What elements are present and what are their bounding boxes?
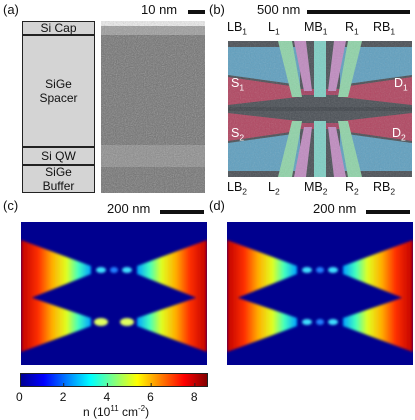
colorbar-tick-label-4: 4: [103, 390, 111, 404]
gate-label-l1: L1: [268, 20, 280, 37]
layer-si-cap: Si Cap: [22, 21, 95, 35]
lead-label-d1: D1: [394, 76, 408, 93]
colorbar: [19, 373, 208, 387]
panel-d-scale-text: 200 nm: [313, 201, 357, 216]
gate-label-mb1: MB1: [304, 20, 328, 37]
gate-label-lb1: LB1: [227, 20, 248, 37]
density-map-c: [21, 222, 207, 365]
panel-b-label: (b): [209, 2, 225, 17]
layer-sige-spacer: SiGe Spacer: [22, 35, 95, 147]
sem-image: [228, 41, 412, 177]
panel-b-scale-bar: [307, 10, 410, 14]
gate-label-l2: L2: [268, 180, 280, 197]
colorbar-tick-label-2: 2: [59, 390, 67, 404]
panel-c-label: (c): [3, 198, 19, 213]
panel-b-scale-text: 500 nm: [257, 2, 301, 17]
lead-label-s2: S2: [231, 126, 245, 143]
lead-label-d2: D2: [392, 126, 406, 143]
panel-c-scale-bar: [160, 210, 204, 214]
panel-c-scale-text: 200 nm: [107, 201, 151, 216]
gate-label-lb2: LB2: [227, 180, 248, 197]
colorbar-tick-label-6: 6: [147, 390, 154, 404]
colorbar-svg: [19, 373, 208, 387]
panel-d-label: (d): [209, 198, 225, 213]
gate-label-r1: R1: [345, 20, 359, 37]
layer-si-qw: Si QW: [22, 147, 95, 165]
density-map-d: [227, 222, 413, 365]
colorbar-tick-label-0: 0: [16, 390, 23, 404]
colorbar-tick-label-8: 8: [190, 390, 198, 404]
lead-label-s1: S1: [231, 76, 245, 93]
panel-a-scale-bar: [188, 10, 205, 14]
panel-a-label: (a): [3, 2, 19, 17]
gate-label-rb1: RB1: [373, 20, 396, 37]
gate-label-rb2: RB2: [373, 180, 396, 197]
gate-label-mb2: MB2: [304, 180, 328, 197]
panel-a-scale-text: 10 nm: [141, 2, 178, 17]
tem-image: [101, 21, 205, 193]
panel-d-scale-bar: [366, 210, 410, 214]
colorbar-title: n (1011 cm-2): [83, 404, 150, 419]
gate-label-r2: R2: [345, 180, 359, 197]
layer-sige-buffer: SiGe Buffer: [22, 165, 95, 193]
